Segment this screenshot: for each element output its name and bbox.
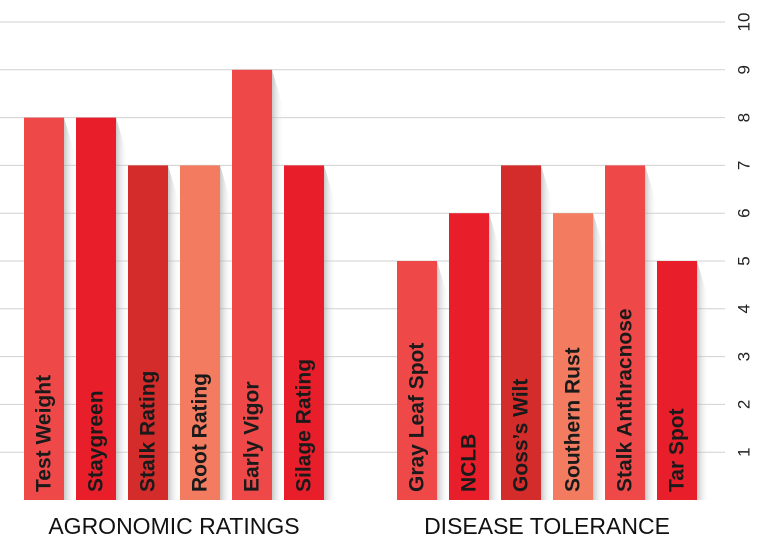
- bar: [24, 117, 64, 500]
- bar: [128, 165, 168, 500]
- bar: [657, 261, 697, 500]
- y-tick-label: 10: [734, 13, 753, 32]
- category-label: Stalk Rating: [137, 371, 160, 492]
- bar: [284, 165, 324, 500]
- y-tick-label: 2: [734, 400, 753, 409]
- category-label: Early Vigor: [241, 382, 264, 493]
- group-label: DISEASE TOLERANCE: [424, 513, 670, 539]
- y-tick-label: 5: [734, 256, 753, 265]
- y-tick-label: 9: [734, 65, 753, 74]
- bar: [232, 69, 272, 501]
- category-label: Gray Leaf Spot: [406, 343, 429, 492]
- bar-shadow: [220, 165, 232, 500]
- bar-shadow: [541, 165, 553, 500]
- y-tick-label: 1: [734, 447, 753, 456]
- category-label: Goss’s Wilt: [510, 379, 533, 492]
- bar-shadow: [489, 213, 501, 500]
- bar-shadow: [168, 165, 180, 500]
- bar: [449, 213, 489, 500]
- bar-shadow: [593, 213, 605, 500]
- bar: [553, 213, 593, 500]
- category-label: Test Weight: [33, 375, 56, 492]
- bar-shadow: [272, 69, 284, 501]
- bar: [501, 165, 541, 500]
- category-label: Staygreen: [85, 390, 108, 492]
- y-tick-label: 6: [734, 208, 753, 217]
- y-tick-label: 7: [734, 161, 753, 170]
- bar-shadow: [645, 165, 657, 500]
- bar-shadow: [697, 261, 709, 500]
- y-tick-label: 4: [734, 304, 753, 313]
- category-label: Stalk Anthracnose: [614, 308, 637, 492]
- group-label: AGRONOMIC RATINGS: [48, 513, 299, 539]
- bar: [76, 117, 116, 500]
- category-label: Southern Rust: [562, 347, 585, 492]
- y-tick-label: 8: [734, 113, 753, 122]
- category-label: Tar Spot: [666, 408, 689, 492]
- category-label: NCLB: [458, 434, 481, 492]
- category-label: Root Rating: [189, 373, 212, 492]
- bar: [180, 165, 220, 500]
- category-label: Silage Rating: [293, 359, 316, 492]
- bar-shadow: [437, 261, 449, 500]
- y-tick-label: 3: [734, 352, 753, 361]
- bar-shadow: [324, 165, 336, 500]
- bar: [397, 261, 437, 500]
- bar: [605, 165, 645, 500]
- bar-shadow: [116, 117, 128, 500]
- bar-shadow: [64, 117, 76, 500]
